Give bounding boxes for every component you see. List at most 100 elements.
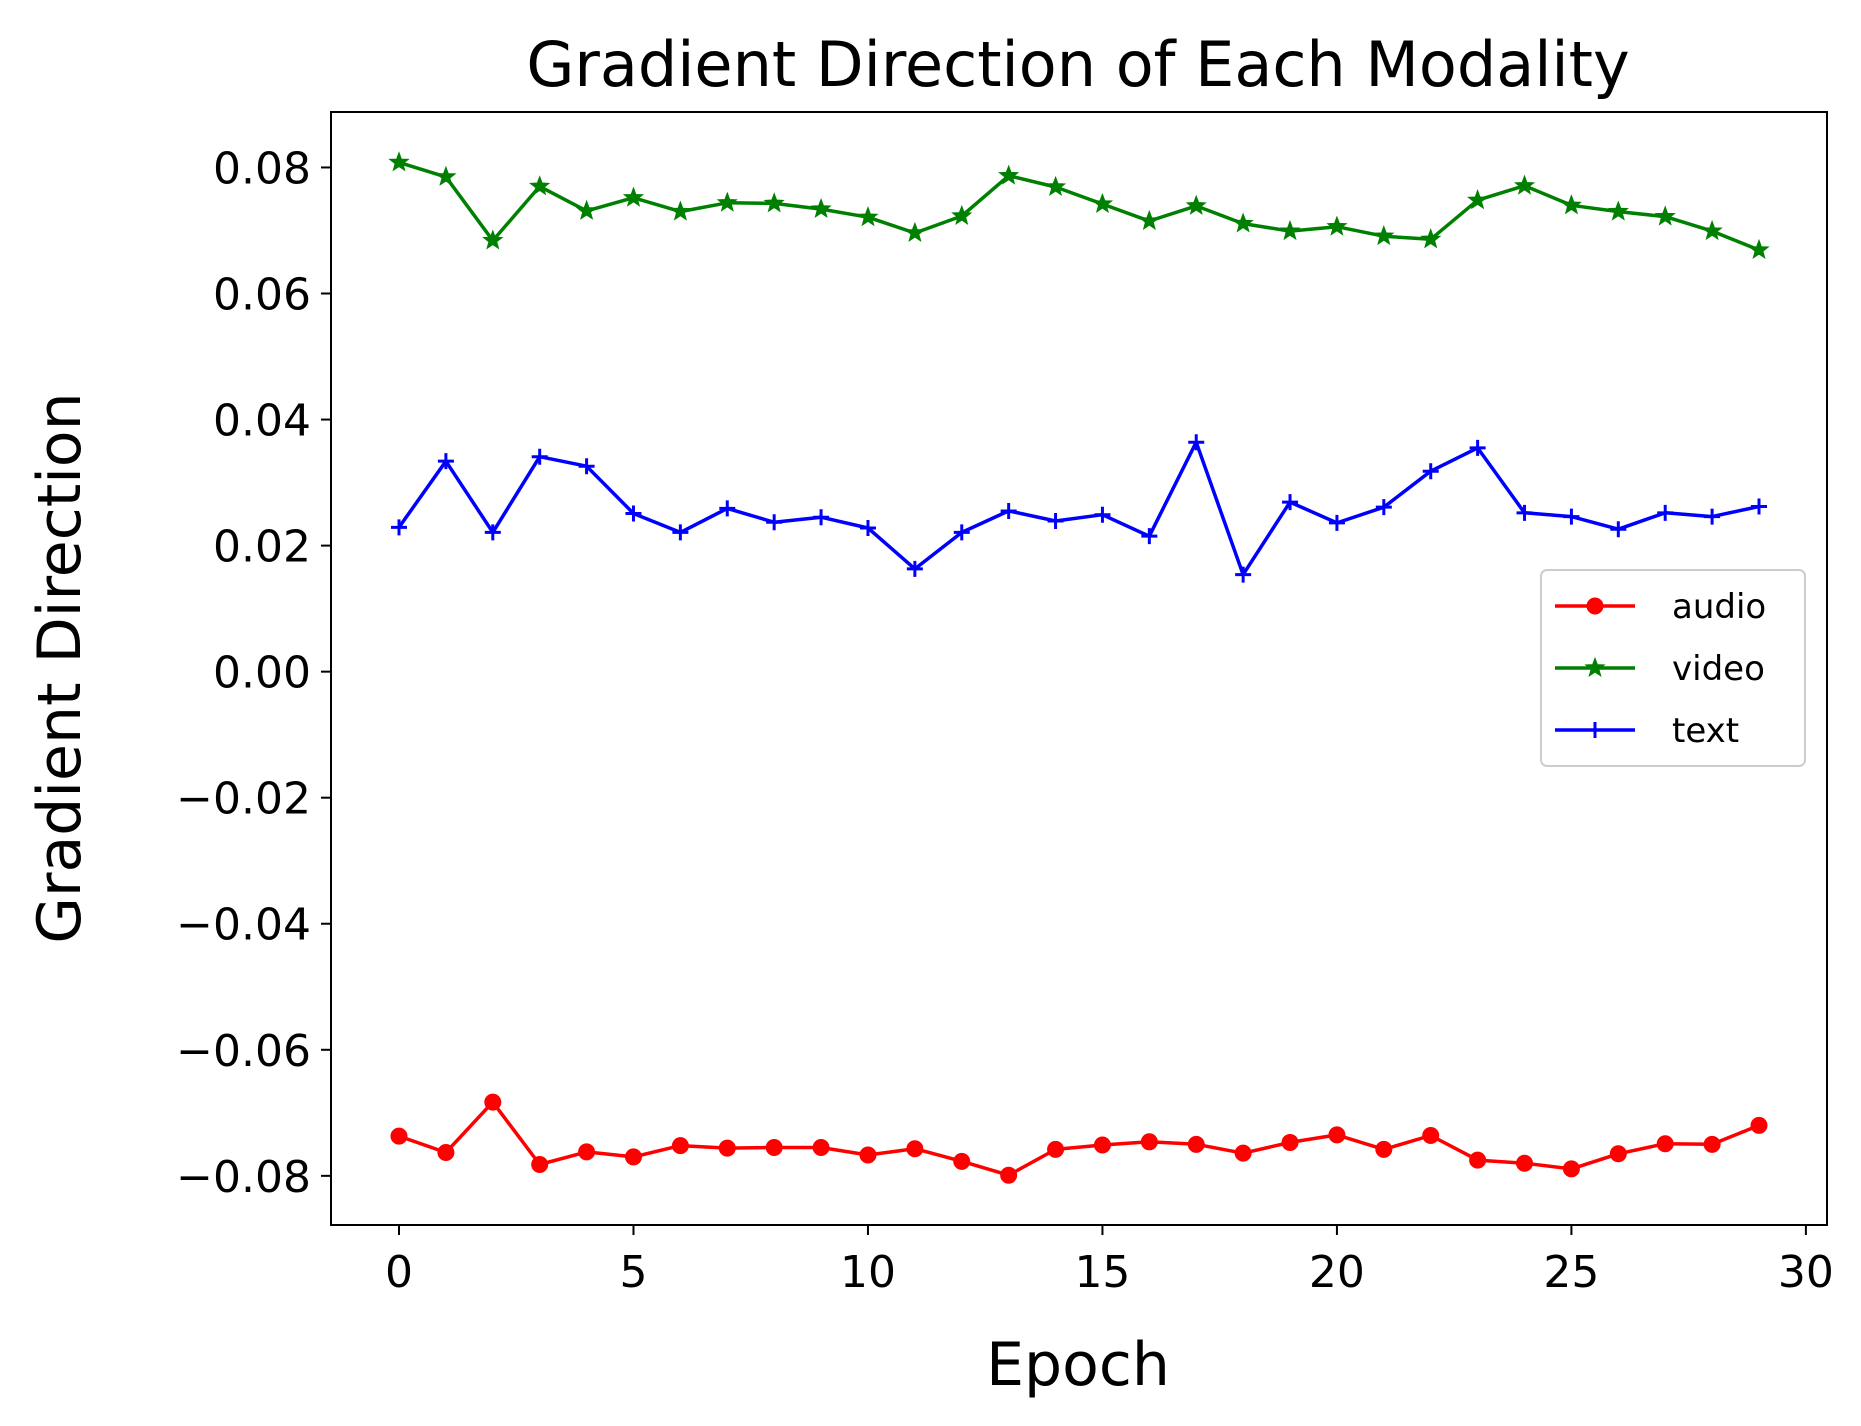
data-point-text [1704, 508, 1721, 525]
series-video [388, 151, 1770, 260]
data-point-video [388, 151, 410, 172]
legend-item-audio: audio [1555, 587, 1766, 627]
data-point-text [1516, 504, 1533, 521]
data-point-audio [1656, 1135, 1674, 1153]
data-point-text [906, 560, 923, 577]
legend-box [1540, 569, 1806, 767]
data-point-audio [1234, 1144, 1252, 1162]
data-point-video [763, 192, 785, 213]
y-tick-label: −0.08 [176, 1152, 311, 1203]
data-point-audio [1703, 1135, 1721, 1153]
series-text [391, 434, 1767, 583]
data-point-audio [578, 1143, 596, 1161]
data-point-video [575, 199, 598, 220]
data-point-video [435, 165, 457, 186]
data-point-video [716, 191, 738, 212]
data-point-text [1657, 504, 1674, 521]
data-point-audio [953, 1152, 971, 1170]
data-point-audio [1562, 1160, 1580, 1178]
data-point-video [810, 197, 832, 219]
data-point-text [578, 458, 595, 475]
legend-swatch-marker [1586, 597, 1604, 615]
y-axis-label: Gradient Direction [25, 392, 95, 943]
data-point-audio [1093, 1136, 1111, 1154]
data-point-text [484, 524, 501, 541]
data-point-audio [859, 1146, 877, 1164]
x-tick-label: 10 [840, 1247, 896, 1298]
y-tick-label: −0.02 [176, 774, 311, 825]
x-tick-label: 0 [385, 1247, 413, 1298]
data-point-audio [1469, 1151, 1487, 1169]
data-point-text [953, 524, 970, 541]
data-point-video [1701, 219, 1723, 241]
data-point-video [482, 229, 504, 250]
series-audio [390, 1093, 1768, 1184]
data-point-video [1279, 219, 1301, 241]
legend-label: text [1672, 711, 1739, 751]
data-point-video [1420, 228, 1442, 249]
y-tick-label: 0.04 [213, 396, 311, 447]
data-point-audio [671, 1137, 689, 1155]
x-tick-label: 5 [619, 1247, 647, 1298]
data-point-audio [390, 1127, 408, 1145]
data-point-text [1375, 499, 1392, 516]
data-point-video [1467, 189, 1489, 210]
x-tick-label: 25 [1543, 1247, 1599, 1298]
y-tick-label: −0.04 [176, 900, 311, 951]
data-point-audio [1516, 1154, 1534, 1172]
data-point-video [1185, 194, 1207, 215]
data-point-video [1654, 205, 1676, 226]
data-point-video [998, 164, 1020, 185]
y-tick-label: 0.02 [213, 522, 311, 573]
data-point-audio [1187, 1135, 1205, 1153]
data-point-text [531, 448, 548, 465]
x-axis-ticks: 0 5 10 15 20 25 30 [385, 1225, 1834, 1298]
data-point-audio [1328, 1126, 1346, 1144]
data-point-video [857, 206, 879, 227]
plot-area [388, 151, 1770, 1184]
chart-title: Gradient Direction of Each Modality [526, 28, 1629, 101]
x-tick-label: 20 [1309, 1247, 1365, 1298]
data-point-text [766, 514, 783, 531]
data-point-text [437, 453, 454, 470]
data-point-video [1748, 238, 1770, 260]
data-point-video [622, 186, 645, 207]
axes-frame [330, 111, 1828, 1226]
y-tick-label: 0.06 [213, 270, 311, 321]
data-point-audio [484, 1093, 502, 1111]
x-tick-label: 30 [1778, 1247, 1834, 1298]
data-point-video [1560, 194, 1583, 215]
data-point-text [1282, 494, 1299, 511]
data-point-text [1141, 528, 1158, 545]
data-point-audio [1047, 1140, 1065, 1158]
y-tick-label: 0.00 [213, 648, 311, 699]
data-point-audio [812, 1138, 830, 1156]
data-point-text [672, 524, 689, 541]
data-point-video [1232, 212, 1254, 233]
data-point-text [1610, 521, 1627, 538]
data-point-text [813, 509, 830, 526]
data-point-video [1091, 192, 1114, 214]
data-point-text [859, 519, 876, 536]
data-point-text [1469, 439, 1486, 456]
data-point-text [1188, 434, 1205, 451]
data-point-text [1094, 506, 1111, 523]
data-point-video [1607, 200, 1629, 221]
legend-label: audio [1672, 587, 1766, 627]
data-point-text [1422, 463, 1439, 480]
data-point-video [904, 221, 926, 243]
data-point-audio [718, 1139, 736, 1157]
data-point-audio [1422, 1127, 1440, 1145]
data-point-text [391, 519, 407, 536]
data-point-video [1138, 209, 1160, 231]
data-point-text [1047, 513, 1064, 530]
data-point-video [1373, 225, 1395, 246]
data-point-audio [1609, 1145, 1627, 1163]
data-point-text [1000, 502, 1017, 519]
data-point-video [529, 175, 551, 196]
legend-label: video [1672, 649, 1765, 689]
data-point-audio [1140, 1133, 1158, 1151]
data-point-audio [1375, 1140, 1393, 1158]
data-point-audio [1281, 1133, 1299, 1151]
